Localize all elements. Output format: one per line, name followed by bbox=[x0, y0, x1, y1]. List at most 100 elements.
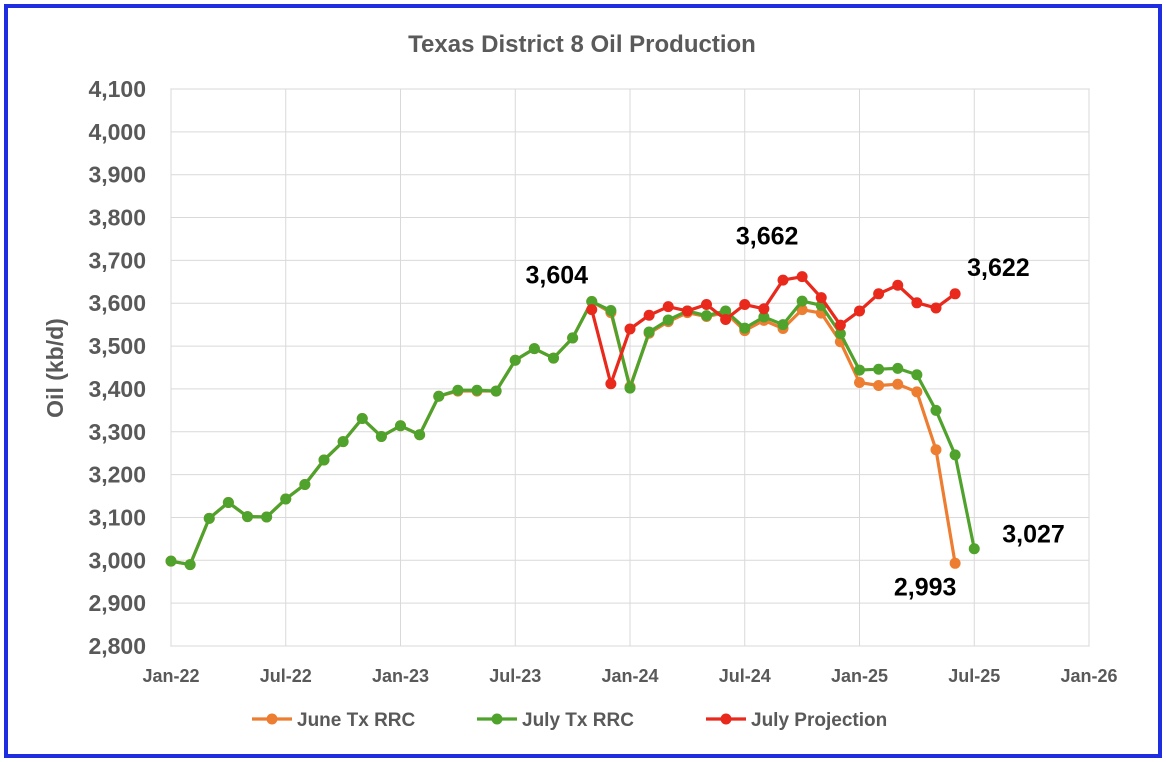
chart-title: Texas District 8 Oil Production bbox=[408, 31, 756, 58]
legend: June Tx RRC July Tx RRC July Projection bbox=[252, 710, 887, 731]
data-point bbox=[777, 319, 789, 331]
data-point bbox=[854, 305, 865, 317]
data-point bbox=[509, 354, 521, 366]
data-point bbox=[280, 493, 292, 505]
y-tick-label: 3,400 bbox=[88, 376, 146, 402]
data-point bbox=[624, 323, 636, 335]
data-point bbox=[911, 386, 923, 398]
x-tick-label: Jan-22 bbox=[142, 666, 199, 686]
data-point bbox=[873, 288, 885, 300]
data-point bbox=[968, 543, 980, 555]
data-point bbox=[720, 314, 732, 326]
data-point bbox=[586, 304, 598, 316]
data-point bbox=[701, 299, 712, 311]
data-point bbox=[777, 274, 789, 286]
data-point bbox=[758, 303, 770, 315]
data-point bbox=[892, 279, 904, 291]
data-point bbox=[490, 385, 502, 397]
series-july-tx-rrc bbox=[165, 295, 980, 571]
data-point bbox=[681, 305, 693, 317]
data-point bbox=[758, 311, 770, 323]
data-point bbox=[165, 555, 177, 567]
data-point bbox=[299, 478, 311, 490]
data-point bbox=[949, 449, 961, 461]
legend-label: July Projection bbox=[751, 710, 887, 731]
data-point bbox=[261, 511, 273, 523]
y-tick-label: 4,100 bbox=[88, 76, 146, 102]
y-tick-label: 3,600 bbox=[88, 290, 146, 316]
x-tick-label: Jul-24 bbox=[719, 666, 771, 686]
y-axis-label: Oil (kb/d) bbox=[42, 318, 68, 418]
data-point bbox=[375, 430, 387, 442]
data-point bbox=[662, 301, 674, 313]
y-tick-label: 3,700 bbox=[88, 247, 146, 273]
y-tick-label: 3,200 bbox=[88, 462, 146, 488]
data-label: 3,662 bbox=[736, 223, 799, 251]
data-point bbox=[739, 299, 751, 311]
data-point bbox=[892, 378, 904, 390]
x-tick-label: Jul-23 bbox=[489, 666, 541, 686]
y-tick-label: 3,800 bbox=[88, 205, 146, 231]
data-label: 3,027 bbox=[1002, 521, 1065, 549]
data-point bbox=[433, 390, 445, 402]
legend-label: July Tx RRC bbox=[522, 710, 634, 731]
y-tick-label: 3,100 bbox=[88, 504, 146, 530]
data-point bbox=[796, 271, 808, 283]
data-point bbox=[184, 559, 196, 571]
data-point bbox=[318, 454, 330, 466]
data-label: 2,993 bbox=[894, 573, 957, 601]
data-point bbox=[873, 379, 885, 391]
data-point bbox=[471, 384, 483, 396]
data-point bbox=[203, 512, 215, 524]
x-tick-label: Jan-26 bbox=[1060, 666, 1117, 686]
data-point bbox=[624, 382, 636, 394]
data-point bbox=[548, 352, 559, 364]
x-tick-label: Jan-25 bbox=[831, 666, 888, 686]
data-point bbox=[834, 319, 846, 331]
legend-item: June Tx RRC bbox=[252, 710, 416, 731]
data-point bbox=[720, 305, 732, 317]
legend-label: June Tx RRC bbox=[297, 710, 416, 731]
legend-swatch-marker bbox=[720, 713, 732, 725]
data-point bbox=[930, 302, 942, 314]
y-tick-labels: 2,800 2,900 3,000 3,100 3,200 3,300 3,400 3,500… bbox=[88, 76, 146, 659]
data-label: 3,622 bbox=[967, 254, 1030, 282]
x-tick-label: Jul-22 bbox=[260, 666, 312, 686]
y-tick-label: 3,000 bbox=[88, 547, 146, 573]
data-point bbox=[949, 557, 961, 569]
x-tick-label: Jan-23 bbox=[372, 666, 429, 686]
data-point bbox=[242, 511, 253, 523]
data-point bbox=[567, 332, 579, 344]
data-point bbox=[911, 297, 923, 309]
y-tick-label: 3,500 bbox=[88, 333, 146, 359]
y-tick-label: 2,800 bbox=[88, 633, 146, 659]
data-point bbox=[528, 343, 540, 355]
data-point bbox=[930, 404, 942, 416]
data-point bbox=[662, 314, 674, 326]
legend-item: July Tx RRC bbox=[477, 710, 634, 731]
data-point bbox=[854, 376, 865, 388]
data-point bbox=[395, 420, 406, 432]
x-tick-labels: Jan-22 Jul-22 Jan-23 Jul-23 Jan-24 Jul-24 Jan-… bbox=[142, 666, 1117, 686]
series-july-projection bbox=[586, 271, 961, 390]
y-tick-label: 2,900 bbox=[88, 590, 146, 616]
data-point bbox=[930, 444, 942, 456]
data-point bbox=[892, 362, 904, 374]
data-point bbox=[873, 363, 885, 375]
data-point bbox=[815, 292, 827, 304]
y-tick-label: 3,300 bbox=[88, 419, 146, 445]
data-point bbox=[834, 328, 846, 340]
x-tick-label: Jan-24 bbox=[601, 666, 658, 686]
data-point bbox=[739, 322, 751, 334]
data-point bbox=[643, 326, 655, 338]
data-label: 3,604 bbox=[525, 262, 588, 290]
data-point bbox=[911, 369, 923, 381]
data-point bbox=[605, 305, 617, 317]
data-point bbox=[337, 436, 349, 448]
data-series bbox=[165, 271, 980, 571]
data-point bbox=[605, 378, 617, 390]
data-point bbox=[949, 288, 961, 300]
legend-swatch-marker bbox=[491, 713, 503, 725]
data-annotations: 3,604 3,662 3,622 2,993 3,027 bbox=[525, 223, 1064, 602]
